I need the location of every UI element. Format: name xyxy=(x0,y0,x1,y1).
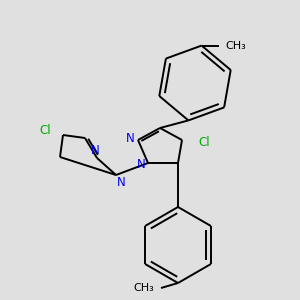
Text: N: N xyxy=(126,131,134,145)
Text: N: N xyxy=(136,158,146,172)
Text: Cl: Cl xyxy=(39,124,51,137)
Text: N: N xyxy=(91,143,99,157)
Text: CH₃: CH₃ xyxy=(133,283,154,293)
Text: N: N xyxy=(117,176,125,190)
Text: Cl: Cl xyxy=(198,136,210,148)
Text: CH₃: CH₃ xyxy=(226,40,246,51)
